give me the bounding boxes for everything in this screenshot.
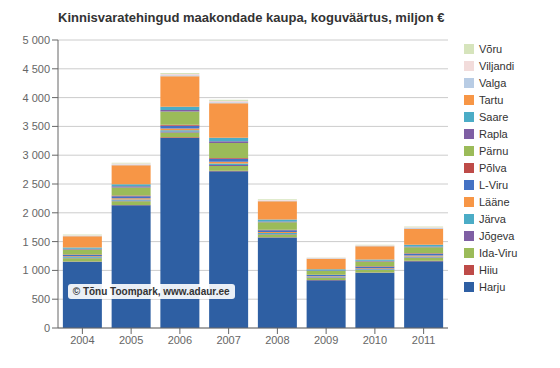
html-text:Saare: Saare: [479, 110, 509, 123]
svg-text:3 000: 3 000: [22, 149, 50, 161]
svg-text:2010: 2010: [363, 334, 387, 346]
svg-text:2 000: 2 000: [22, 207, 50, 219]
html-text:Jõgeva: Jõgeva: [479, 229, 515, 242]
svg-text:1 500: 1 500: [22, 236, 50, 248]
svg-text:2007: 2007: [216, 334, 240, 346]
svg-text:1 000: 1 000: [22, 264, 50, 276]
html-text:© Tõnu Toompark, www.adaur.ee: © Tõnu Toompark, www.adaur.ee: [72, 286, 230, 298]
html-text:Harju: Harju: [479, 280, 506, 293]
html-text:Viljandi: Viljandi: [479, 59, 515, 72]
html-text:Pärnu: Pärnu: [479, 144, 509, 157]
svg-text:3 500: 3 500: [22, 120, 50, 132]
html-text:Hiiu: Hiiu: [479, 263, 498, 276]
html-text:Tartu: Tartu: [479, 93, 504, 106]
svg-text:2009: 2009: [314, 334, 338, 346]
html-text:Kinnisvaratehingud maakondade: Kinnisvaratehingud maakondade kaupa, kog…: [58, 10, 445, 25]
svg-text:2008: 2008: [265, 334, 289, 346]
html-text:Põlva: Põlva: [479, 161, 507, 174]
html-text:L-Viru: L-Viru: [479, 178, 509, 191]
svg-text:2006: 2006: [168, 334, 192, 346]
html-text:Valga: Valga: [479, 76, 507, 89]
svg-text:4 000: 4 000: [22, 92, 50, 104]
html-text:Võru: Võru: [479, 42, 503, 55]
html-text:Ida-Viru: Ida-Viru: [479, 246, 518, 259]
svg-text:4 500: 4 500: [22, 63, 50, 75]
svg-text:500: 500: [32, 293, 50, 305]
svg-text:2 500: 2 500: [22, 178, 50, 190]
html-text:Järva: Järva: [479, 212, 506, 225]
svg-text:0: 0: [44, 322, 50, 334]
svg-text:2005: 2005: [119, 334, 143, 346]
svg-text:2011: 2011: [412, 334, 436, 346]
html-text:Rapla: Rapla: [479, 127, 508, 140]
svg-text:2004: 2004: [70, 334, 94, 346]
html-text:Lääne: Lääne: [479, 195, 510, 208]
svg-text:5 000: 5 000: [22, 34, 50, 46]
